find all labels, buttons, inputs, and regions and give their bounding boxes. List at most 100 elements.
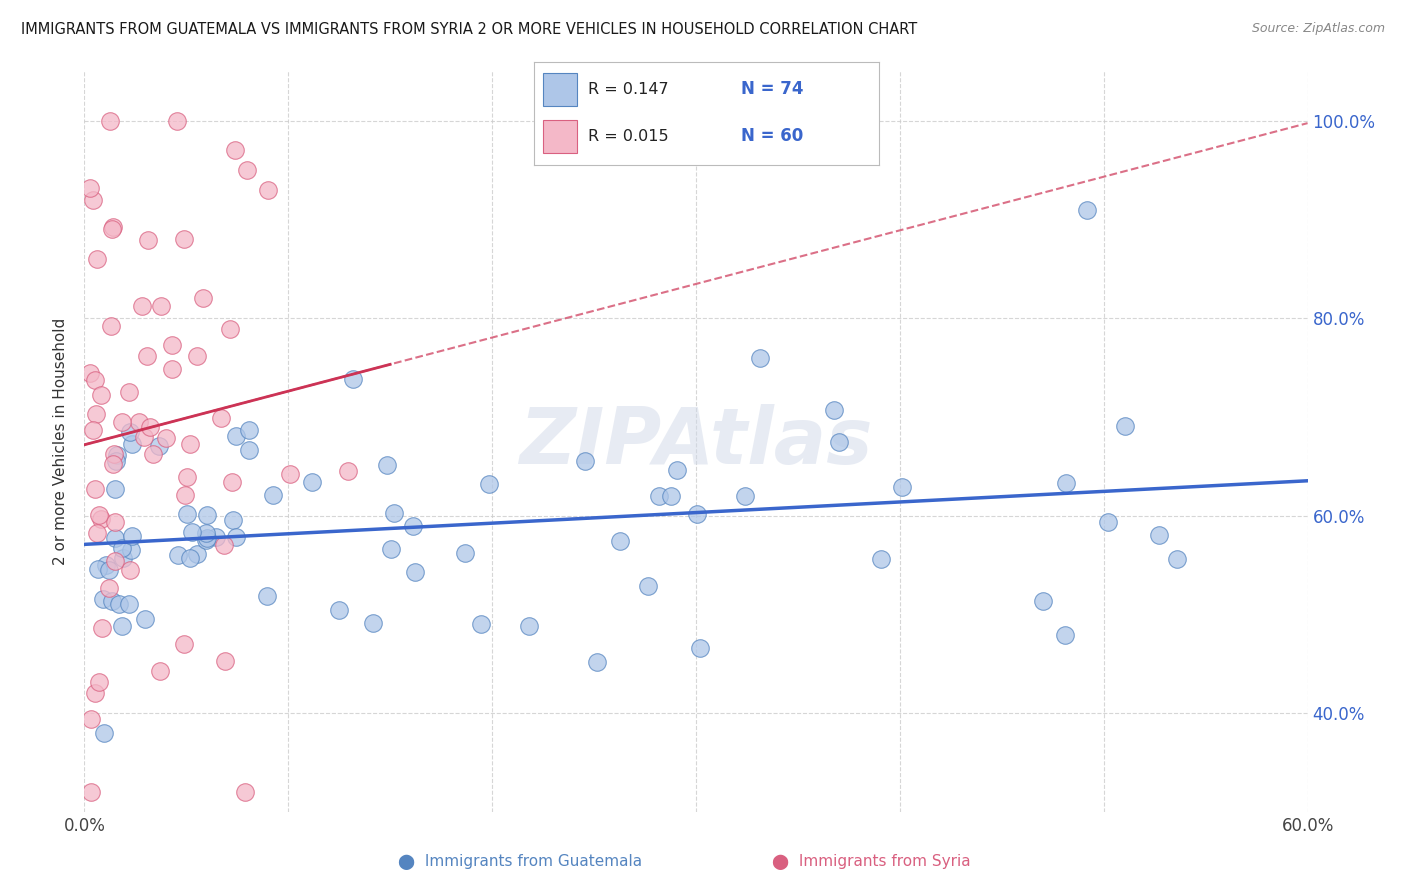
Point: [100, 319, 122, 334]
Point: [138, 420, 160, 434]
Point: [1166, 551, 1188, 566]
Point: [404, 565, 426, 579]
Point: [135, 349, 157, 363]
Point: [361, 615, 384, 630]
Point: [131, 299, 153, 313]
Point: [173, 232, 195, 246]
Text: ⬤  Immigrants from Guatemala: ⬤ Immigrants from Guatemala: [398, 854, 643, 870]
Point: [98, 582, 121, 596]
Point: [150, 299, 173, 313]
Point: [195, 531, 218, 545]
Point: [659, 489, 682, 503]
Point: [111, 541, 134, 555]
Point: [86, 525, 108, 540]
Point: [83, 482, 105, 496]
Point: [665, 463, 688, 477]
Point: [225, 429, 247, 443]
Point: [212, 538, 235, 552]
Point: [236, 163, 259, 178]
Point: [118, 597, 141, 611]
Point: [105, 454, 128, 468]
Point: [301, 475, 323, 490]
Point: [111, 550, 134, 565]
Point: [79, 181, 101, 195]
Point: [823, 402, 845, 417]
Point: [173, 636, 195, 650]
Point: [176, 469, 198, 483]
Point: [224, 144, 246, 158]
Point: [195, 526, 218, 541]
Point: [870, 551, 893, 566]
Text: ⬤  Immigrants from Syria: ⬤ Immigrants from Syria: [772, 854, 972, 870]
Point: [93, 726, 115, 740]
Point: [136, 233, 159, 247]
Point: [89, 675, 111, 690]
Point: [195, 533, 218, 547]
Point: [82, 193, 104, 207]
Point: [225, 530, 247, 544]
Point: [214, 654, 236, 668]
Point: [238, 442, 260, 457]
Point: [1054, 476, 1077, 491]
Text: IMMIGRANTS FROM GUATEMALA VS IMMIGRANTS FROM SYRIA 2 OR MORE VEHICLES IN HOUSEHO: IMMIGRANTS FROM GUATEMALA VS IMMIGRANTS …: [21, 22, 917, 37]
Point: [1076, 202, 1098, 217]
Point: [111, 619, 134, 633]
Point: [256, 589, 278, 603]
Point: [193, 291, 215, 305]
Point: [1097, 515, 1119, 529]
Point: [104, 554, 127, 568]
Point: [586, 655, 609, 669]
Point: [734, 489, 756, 503]
Point: [134, 430, 156, 444]
Point: [82, 423, 104, 437]
Point: [111, 415, 134, 429]
Text: Source: ZipAtlas.com: Source: ZipAtlas.com: [1251, 22, 1385, 36]
Point: [517, 619, 540, 633]
Point: [90, 512, 112, 526]
Point: [104, 531, 127, 545]
Point: [83, 686, 105, 700]
Point: [90, 621, 112, 635]
Point: [160, 337, 183, 351]
Point: [86, 562, 108, 576]
Point: [101, 222, 124, 236]
Point: [155, 431, 177, 445]
Point: [86, 407, 108, 421]
Y-axis label: 2 or more Vehicles in Household: 2 or more Vehicles in Household: [53, 318, 69, 566]
Point: [80, 785, 103, 799]
Point: [209, 410, 232, 425]
Point: [105, 448, 128, 462]
Point: [179, 550, 201, 565]
Point: [176, 507, 198, 521]
Point: [117, 385, 139, 400]
Point: [167, 548, 190, 562]
Point: [86, 252, 108, 266]
Point: [748, 351, 770, 365]
Point: [90, 388, 112, 402]
Point: [648, 490, 671, 504]
Point: [197, 508, 219, 522]
Text: N = 74: N = 74: [741, 80, 803, 98]
Point: [104, 515, 127, 529]
Point: [278, 467, 301, 482]
Point: [98, 563, 121, 577]
Point: [470, 617, 492, 632]
Point: [101, 594, 124, 608]
Point: [180, 524, 202, 539]
Point: [149, 664, 172, 678]
Text: N = 60: N = 60: [741, 128, 803, 145]
Point: [221, 475, 243, 490]
Point: [118, 425, 141, 440]
Point: [382, 506, 405, 520]
Point: [103, 482, 125, 496]
Point: [121, 529, 143, 543]
Point: [93, 591, 115, 606]
Point: [186, 350, 208, 364]
Point: [574, 454, 596, 468]
Point: [686, 508, 709, 522]
Point: [235, 785, 257, 799]
Point: [402, 519, 425, 533]
Point: [174, 488, 197, 502]
Point: [83, 373, 105, 387]
Point: [1032, 594, 1054, 608]
